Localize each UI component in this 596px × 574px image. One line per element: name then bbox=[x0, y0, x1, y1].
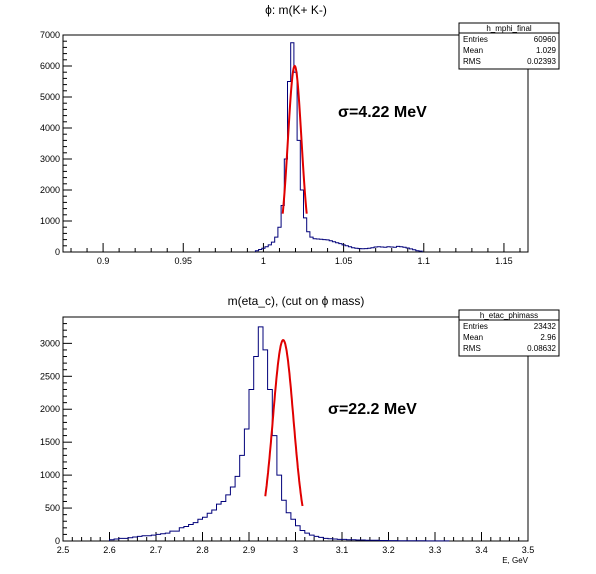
stats-box-frame bbox=[458, 309, 560, 357]
y-tick-label: 5000 bbox=[40, 92, 60, 102]
stats-label: Entries bbox=[463, 35, 488, 44]
x-tick-label: 2.9 bbox=[243, 545, 256, 555]
stats-box: h_etac_phimass Entries 23432 Mean 2.96 RMS 0.0… bbox=[458, 309, 560, 357]
stats-value: 0.08632 bbox=[527, 344, 556, 353]
gaussian-fit-line bbox=[281, 64, 308, 214]
chart-title: ϕ: m(K+ K-) bbox=[265, 3, 327, 17]
x-tick-label: 1.1 bbox=[418, 256, 431, 266]
stats-name: h_mphi_final bbox=[486, 24, 532, 33]
x-axis-label: E, GeV bbox=[502, 556, 528, 565]
stats-box-frame bbox=[458, 22, 560, 70]
y-tick-label: 2000 bbox=[40, 404, 60, 414]
x-tick-label: 0.95 bbox=[174, 256, 192, 266]
plot-frame bbox=[62, 316, 529, 542]
x-tick-label: 3.4 bbox=[475, 545, 488, 555]
y-tick-label: 2500 bbox=[40, 371, 60, 381]
stats-value: 2.96 bbox=[540, 333, 556, 342]
chart-title: m(eta_c), (cut on ϕ mass) bbox=[228, 294, 365, 308]
stats-name: h_etac_phimass bbox=[480, 311, 538, 320]
x-tick-label: 2.5 bbox=[57, 545, 70, 555]
x-tick-label: 3.2 bbox=[382, 545, 395, 555]
chart-1: ϕ: m(K+ K-) 0 1000 2000 3000 4000 5000 6000 7000… bbox=[40, 3, 560, 266]
stats-label: RMS bbox=[463, 57, 481, 66]
y-tick-label: 3000 bbox=[40, 338, 60, 348]
y-tick-label: 1000 bbox=[40, 470, 60, 480]
stats-box: h_mphi_final Entries 60960 Mean 1.029 RMS 0.02… bbox=[458, 22, 560, 70]
x-tick-label: 1 bbox=[261, 256, 266, 266]
x-tick-label: 1.05 bbox=[335, 256, 353, 266]
histogram-series bbox=[254, 42, 423, 252]
x-tick-label: 2.8 bbox=[196, 545, 209, 555]
sigma-annotation: σ=22.2 MeV bbox=[328, 401, 417, 418]
y-tick-label: 2000 bbox=[40, 185, 60, 195]
stats-value: 23432 bbox=[534, 322, 557, 331]
y-tick-label: 500 bbox=[45, 503, 60, 513]
x-tick-label: 3.1 bbox=[336, 545, 349, 555]
x-tick-label: 0.9 bbox=[97, 256, 110, 266]
x-tick-label: 2.6 bbox=[103, 545, 116, 555]
stats-label: Entries bbox=[463, 322, 488, 331]
sigma-annotation: σ=4.22 MeV bbox=[338, 104, 427, 121]
y-tick-label: 0 bbox=[55, 247, 60, 257]
stats-value: 0.02393 bbox=[527, 57, 556, 66]
stats-label: Mean bbox=[463, 333, 483, 342]
y-tick-label: 4000 bbox=[40, 123, 60, 133]
y-tick-label: 0 bbox=[55, 536, 60, 546]
histogram-series bbox=[109, 326, 450, 542]
stats-value: 1.029 bbox=[536, 46, 557, 55]
y-tick-label: 1500 bbox=[40, 437, 60, 447]
y-tick-label: 7000 bbox=[40, 30, 60, 40]
x-tick-label: 3.3 bbox=[429, 545, 442, 555]
stats-label: Mean bbox=[463, 46, 483, 55]
y-tick-label: 6000 bbox=[40, 61, 60, 71]
x-tick-label: 2.7 bbox=[150, 545, 163, 555]
y-tick-label: 1000 bbox=[40, 216, 60, 226]
stats-value: 60960 bbox=[534, 35, 557, 44]
y-tick-label: 3000 bbox=[40, 154, 60, 164]
x-tick-label: 1.15 bbox=[495, 256, 513, 266]
chart-2: m(eta_c), (cut on ϕ mass) 0 500 1000 1500 200… bbox=[40, 294, 560, 565]
x-tick-label: 3 bbox=[293, 545, 298, 555]
x-tick-label: 3.5 bbox=[522, 545, 535, 555]
gaussian-fit-line bbox=[264, 339, 304, 507]
stats-label: RMS bbox=[463, 344, 481, 353]
